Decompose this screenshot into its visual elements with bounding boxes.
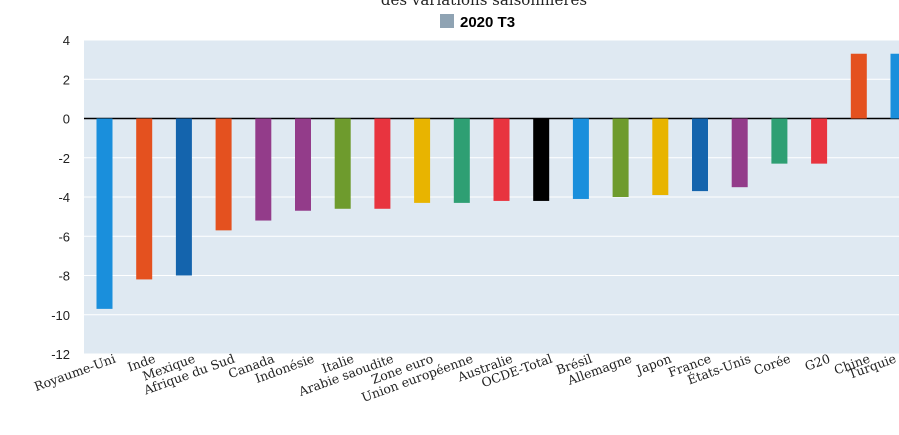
bar (175, 118, 192, 276)
bar (414, 118, 431, 203)
bar (334, 118, 351, 209)
x-tick-label: Royaume-Uni (32, 351, 118, 394)
x-tick-label: Japon (632, 351, 673, 378)
bar (850, 53, 867, 119)
legend: 2020 T3 (440, 14, 515, 31)
bar (136, 118, 153, 280)
y-tick-label: -2 (58, 151, 70, 166)
y-tick-label: 0 (63, 112, 70, 127)
bar (890, 53, 899, 119)
bar (731, 118, 748, 188)
bar (692, 118, 708, 192)
bar (612, 118, 629, 197)
bar (255, 118, 272, 221)
bar (652, 118, 669, 196)
y-tick-label: -4 (58, 190, 70, 205)
x-tick-label: Corée (752, 351, 793, 378)
y-tick-label: 2 (63, 72, 70, 87)
y-tick-label: -12 (51, 347, 70, 362)
bar (295, 118, 311, 211)
chart-title: des variations saisonnières (381, 0, 587, 9)
bar (453, 118, 470, 203)
bar (215, 118, 232, 231)
y-tick-label: -8 (58, 269, 70, 284)
y-axis-ticks: 4 2 0 -2 -4 -6 -8 -10 -12 (51, 33, 70, 362)
bar (96, 118, 113, 309)
y-tick-label: -10 (51, 308, 70, 323)
legend-swatch (440, 14, 454, 28)
y-tick-label: 4 (63, 33, 70, 48)
bar (572, 118, 589, 199)
bar (811, 118, 828, 164)
bar (493, 118, 510, 201)
bar (533, 118, 550, 201)
bars (96, 53, 899, 309)
y-tick-label: -6 (58, 229, 70, 244)
bar (374, 118, 391, 209)
bar (771, 118, 788, 164)
legend-label: 2020 T3 (460, 14, 515, 31)
